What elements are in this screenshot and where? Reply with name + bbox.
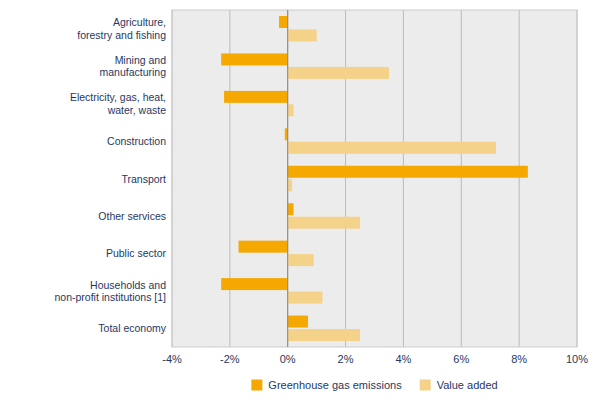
bar	[288, 142, 496, 154]
category-label: Other services	[98, 210, 166, 222]
y-axis: Agriculture,forestry and fishing Mining a…	[55, 16, 167, 334]
tick-label: 2%	[338, 353, 354, 365]
baseline	[287, 10, 288, 347]
grid-line	[345, 10, 346, 347]
bar	[239, 241, 288, 253]
category-label: Electricity, gas, heat,water, waste	[70, 91, 166, 116]
bar	[279, 16, 288, 28]
legend-item: Greenhouse gas emissions	[251, 379, 402, 391]
grid-line	[287, 10, 288, 347]
bar	[288, 104, 294, 116]
bar	[288, 292, 323, 304]
bar	[288, 316, 308, 328]
tick-label: 0%	[280, 353, 296, 365]
category-label: Total economy	[98, 322, 166, 334]
legend-swatch	[420, 380, 431, 391]
bar	[221, 53, 288, 65]
chart: -4% -2% 0% 2% 4% 6% 8% 10% Agriculture,forestry …	[0, 0, 593, 409]
tick-label: -4%	[162, 353, 182, 365]
plot-frame	[172, 10, 577, 347]
bar	[288, 179, 292, 191]
legend-label: Value added	[437, 379, 498, 391]
category-label: Households andnon-profit institutions [1…	[55, 279, 167, 304]
bar	[224, 91, 288, 103]
tick-label: 8%	[511, 353, 527, 365]
category-label: Agriculture,forestry and fishing	[77, 16, 166, 41]
plot-background	[172, 10, 577, 347]
bar	[288, 203, 294, 215]
legend-item: Value added	[420, 379, 498, 391]
grid-line	[519, 10, 520, 347]
legend-swatch	[251, 380, 262, 391]
grid-line	[403, 10, 404, 347]
bar	[288, 217, 360, 229]
tick-label: 10%	[566, 353, 588, 365]
bar	[288, 67, 389, 79]
category-label: Construction	[107, 135, 166, 147]
tick-label: 4%	[395, 353, 411, 365]
bar	[288, 254, 314, 266]
tick-label: 6%	[453, 353, 469, 365]
bar	[288, 166, 528, 178]
x-axis: -4% -2% 0% 2% 4% 6% 8% 10%	[162, 10, 588, 365]
bars	[221, 16, 528, 341]
legend-label: Greenhouse gas emissions	[268, 379, 402, 391]
legend: Greenhouse gas emissions Value added	[251, 379, 497, 391]
tick-label: -2%	[220, 353, 240, 365]
category-label: Transport	[121, 173, 166, 185]
category-label: Mining andmanufacturing	[99, 54, 166, 78]
bar	[221, 278, 288, 290]
bar	[288, 329, 360, 341]
category-label: Public sector	[106, 247, 167, 259]
bar	[288, 29, 317, 41]
grid-line	[461, 10, 462, 347]
